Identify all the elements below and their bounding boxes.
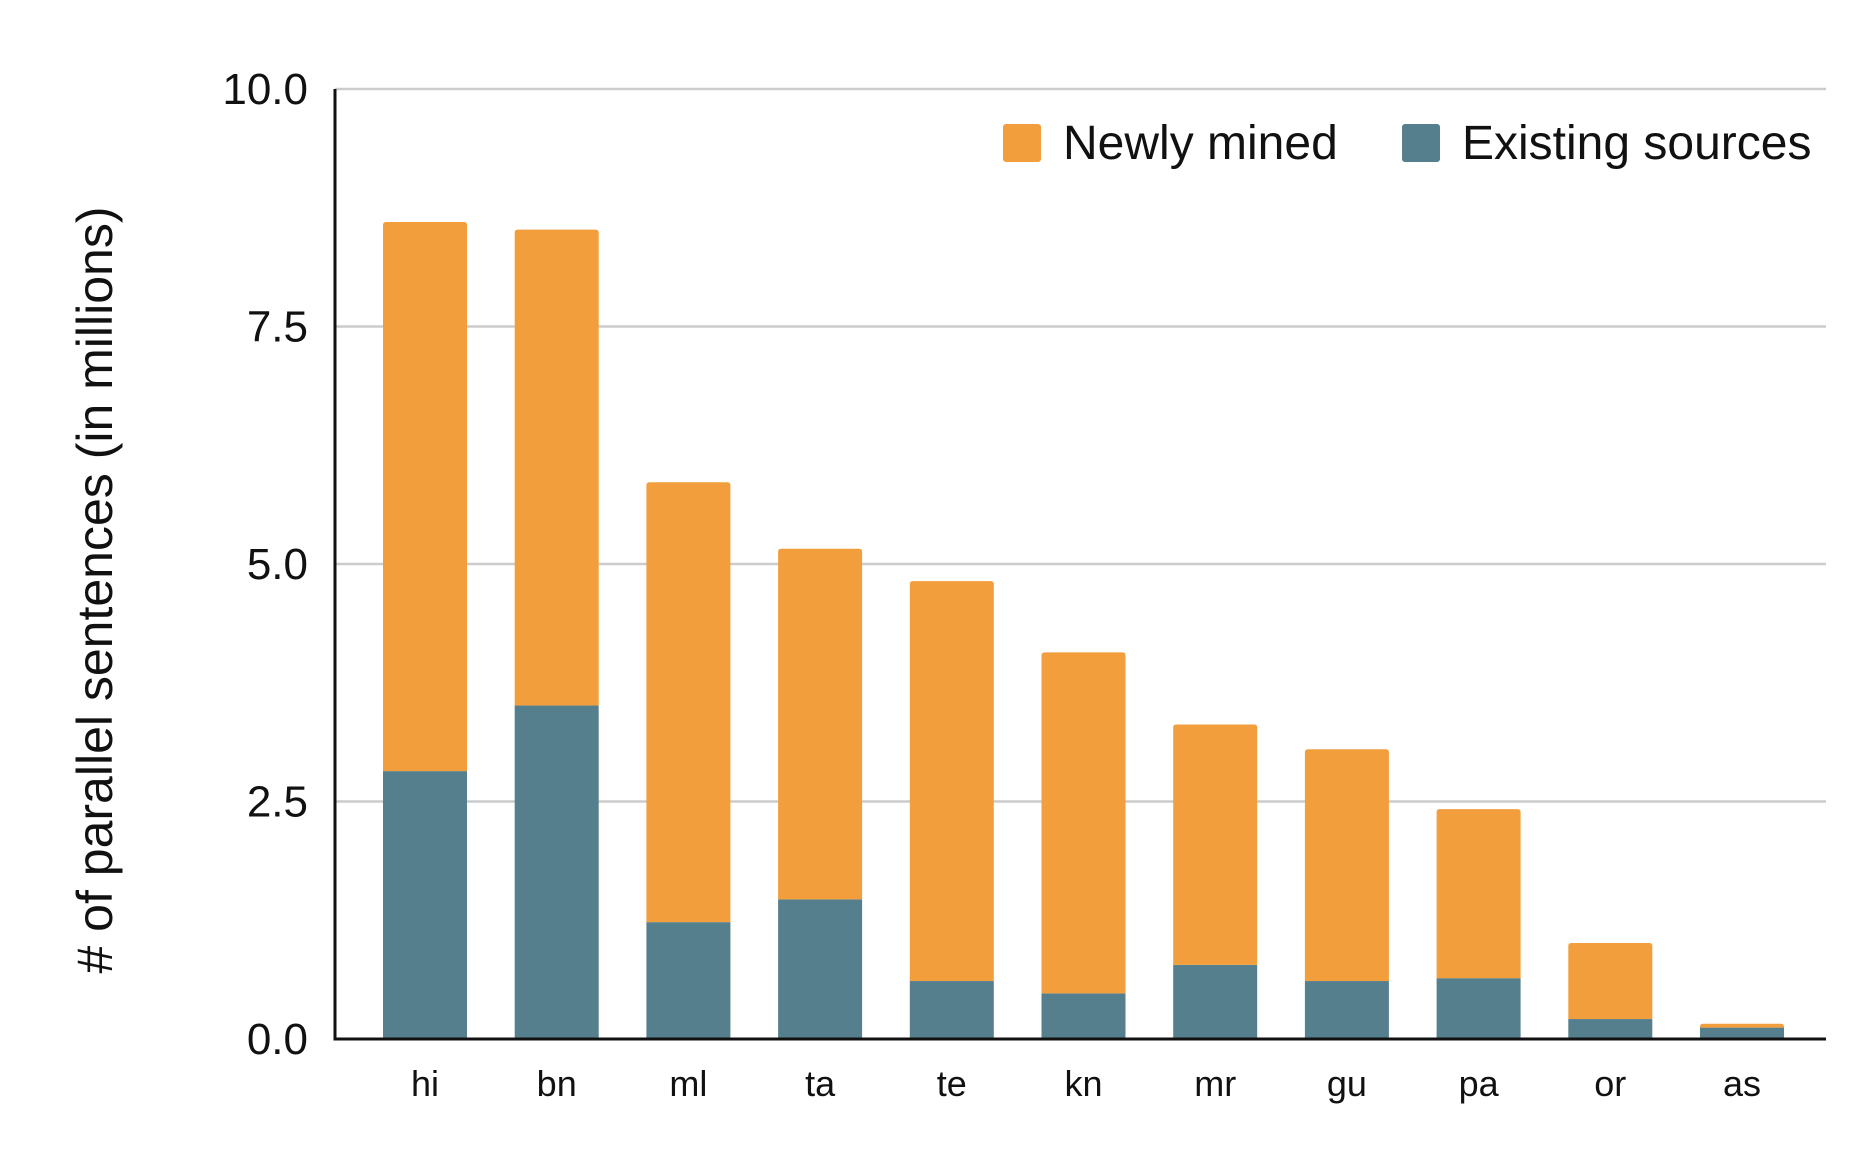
x-tick-label-gu: gu [1327, 1063, 1367, 1104]
bar-segment-newly-mined-kn [1041, 652, 1126, 994]
bar-segment-existing-sources-bn [514, 705, 599, 1039]
x-tick-label-hi: hi [411, 1063, 439, 1104]
bar-segment-newly-mined-bn [514, 229, 599, 706]
bar-segment-newly-mined-pa [1436, 809, 1521, 979]
x-tick-label-pa: pa [1459, 1063, 1500, 1104]
legend-label-existing-sources: Existing sources [1462, 117, 1811, 170]
bar-segment-existing-sources-hi [383, 771, 467, 1039]
bar-segment-existing-sources-as [1700, 1027, 1784, 1039]
y-tick-label: 2.5 [247, 778, 308, 827]
bar-segment-existing-sources-pa [1436, 978, 1521, 1039]
y-tick-label: 5.0 [247, 540, 308, 589]
y-tick-labels: 0.0 2.5 5.0 7.5 10.0 [222, 65, 308, 1064]
axes [333, 89, 1826, 1041]
bar-segment-newly-mined-or [1568, 943, 1653, 1020]
x-tick-label-te: te [937, 1063, 967, 1104]
y-tick-label: 0.0 [247, 1015, 308, 1064]
x-tick-label-as: as [1723, 1063, 1761, 1104]
x-tick-label-ml: ml [669, 1063, 707, 1104]
x-tick-label-mr: mr [1194, 1063, 1236, 1104]
bar-segment-newly-mined-te [909, 581, 994, 982]
bar-segment-existing-sources-te [909, 981, 994, 1039]
bar-segment-existing-sources-mr [1173, 964, 1258, 1039]
bar-segment-existing-sources-ml [646, 922, 731, 1039]
bar-segment-newly-mined-ml [646, 482, 731, 923]
bar-segment-existing-sources-or [1568, 1019, 1653, 1039]
bar-segment-existing-sources-gu [1304, 981, 1389, 1039]
y-tick-label: 10.0 [222, 65, 308, 114]
x-tick-labels: hi bn ml ta te kn mr gu pa or as [411, 1063, 1761, 1104]
x-tick-label-bn: bn [537, 1063, 577, 1104]
bar-segment-newly-mined-gu [1304, 749, 1389, 982]
bar-segment-newly-mined-hi [383, 222, 467, 772]
x-tick-label-ta: ta [805, 1063, 836, 1104]
bar-segment-newly-mined-ta [778, 548, 863, 900]
legend: Newly mined Existing sources [1003, 117, 1811, 170]
bar-segment-existing-sources-ta [778, 899, 863, 1039]
bar-segment-newly-mined-mr [1173, 724, 1258, 965]
legend-swatch-newly-mined [1003, 124, 1041, 162]
x-tick-label-or: or [1594, 1063, 1626, 1104]
y-axis-title: # of parallel sentences (in millions) [67, 206, 123, 973]
bar-segment-newly-mined-as [1700, 1023, 1784, 1028]
bar-segment-existing-sources-kn [1041, 993, 1126, 1039]
legend-label-newly-mined: Newly mined [1063, 117, 1338, 170]
legend-swatch-existing-sources [1402, 124, 1440, 162]
bars [383, 222, 1784, 1039]
y-tick-label: 7.5 [247, 303, 308, 352]
x-tick-label-kn: kn [1064, 1063, 1102, 1104]
